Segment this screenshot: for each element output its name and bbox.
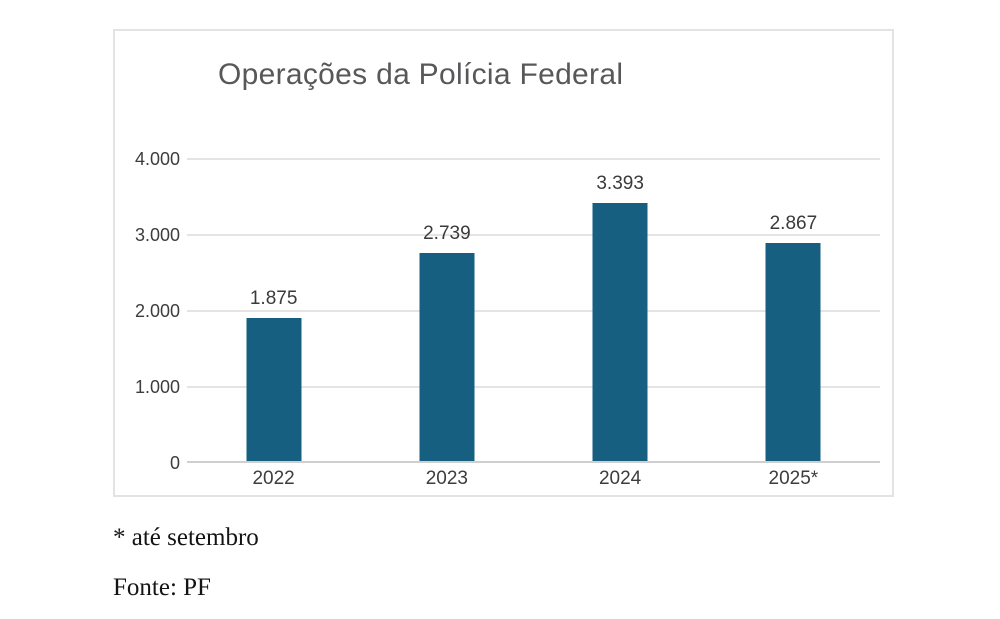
y-tick-label: 3.000 xyxy=(134,225,180,245)
plot-area: 1.875 2.739 3.393 2.867 xyxy=(187,158,880,463)
y-tick-label: 0 xyxy=(169,453,180,473)
bar-slot: 1.875 xyxy=(187,159,360,461)
footnote-text: * até setembro xyxy=(113,524,259,551)
x-tick-label: 2022 xyxy=(252,468,295,489)
bar xyxy=(592,203,648,461)
bar xyxy=(246,318,302,461)
x-tick-label: 2023 xyxy=(425,468,469,489)
x-axis-labels: 2022 2023 2024 2025* xyxy=(187,467,880,491)
bar-value-label: 2.867 xyxy=(769,213,818,234)
x-tick-label: 2024 xyxy=(598,468,642,489)
chart-title: Operações da Polícia Federal xyxy=(218,58,624,91)
bar-value-label: 2.739 xyxy=(423,223,471,244)
bar-slot: 3.393 xyxy=(534,159,707,461)
y-axis-labels: 4.000 3.000 2.000 1.000 0 xyxy=(115,31,180,495)
gridline xyxy=(187,158,880,160)
bar-value-label: 3.393 xyxy=(596,173,644,194)
bar xyxy=(765,243,821,461)
gridline xyxy=(187,234,880,236)
y-tick-label: 2.000 xyxy=(134,301,180,321)
y-tick-label: 1.000 xyxy=(134,377,180,397)
chart-card: Operações da Polícia Federal 4.000 3.000 2… xyxy=(113,29,894,497)
bar xyxy=(419,253,475,461)
x-tick-label: 2025* xyxy=(768,468,819,489)
gridline xyxy=(187,310,880,312)
gridline xyxy=(187,386,880,388)
bar-value-label: 1.875 xyxy=(249,288,298,309)
bar-slot: 2.867 xyxy=(707,159,880,461)
y-tick-label: 4.000 xyxy=(134,149,180,169)
bar-slot: 2.739 xyxy=(360,159,533,461)
source-text: Fonte: PF xyxy=(113,574,211,601)
